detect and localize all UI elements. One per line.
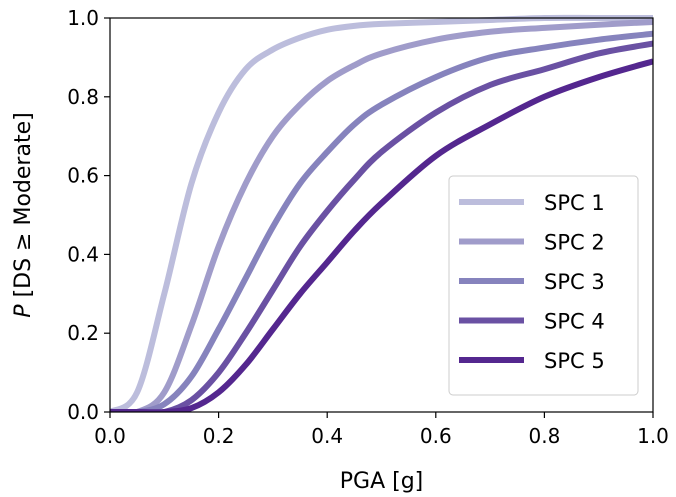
y-tick-label: 0.2: [67, 321, 99, 345]
x-axis-ticks: 0.0 0.2 0.4 0.6 0.8 1.0: [94, 412, 669, 448]
y-tick-label: 0.0: [67, 400, 99, 424]
x-tick-label: 0.4: [311, 424, 343, 448]
y-tick-label: 0.4: [67, 242, 99, 266]
y-axis-ticks: 0.0 0.2 0.4 0.6 0.8 1.0: [67, 6, 110, 424]
x-tick-label: 0.2: [203, 424, 235, 448]
y-tick-label: 0.8: [67, 85, 99, 109]
x-tick-label: 0.0: [94, 424, 126, 448]
plot-frame: [109, 17, 654, 413]
series-line-spc-2: [110, 18, 653, 412]
legend-label-spc-3: SPC 3: [544, 270, 605, 294]
x-tick-label: 0.8: [528, 424, 560, 448]
series-line-spc-5: [110, 58, 653, 412]
legend-label-spc-5: SPC 5: [544, 349, 605, 373]
series-line-spc-1: [110, 14, 653, 412]
legend-label-spc-4: SPC 4: [544, 310, 605, 334]
x-tick-label: 1.0: [637, 424, 669, 448]
series-line-spc-4: [110, 40, 653, 412]
x-axis-label: PGA [g]: [340, 469, 424, 494]
legend-label-spc-1: SPC 1: [544, 191, 605, 215]
y-axis-label: P [DS ≥ Moderate]: [11, 112, 36, 317]
y-tick-label: 0.6: [67, 164, 99, 188]
legend-box: [448, 175, 639, 396]
legend-label-spc-2: SPC 2: [544, 231, 605, 255]
legend: SPC 1 SPC 2 SPC 3 SPC 4 SPC 5: [448, 175, 639, 396]
y-axis-label-rest: [DS ≥ Moderate]: [11, 112, 36, 304]
y-axis-label-italic: P: [11, 304, 36, 318]
curves-layer: [110, 14, 653, 412]
series-line-spc-3: [110, 30, 653, 412]
x-tick-label: 0.6: [420, 424, 452, 448]
y-tick-label: 1.0: [67, 6, 99, 30]
